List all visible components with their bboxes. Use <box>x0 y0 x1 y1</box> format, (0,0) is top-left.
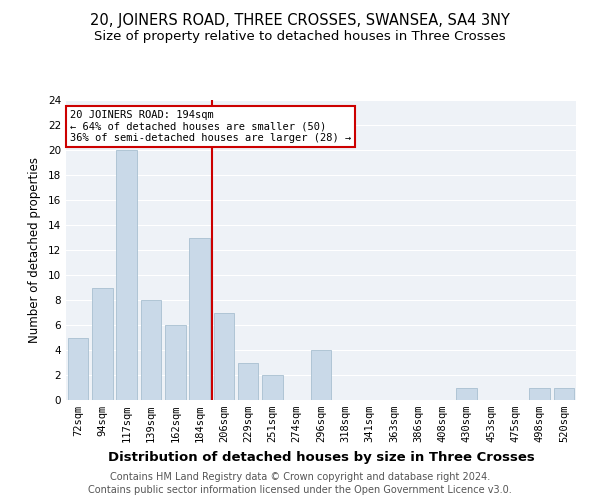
Bar <box>116 150 137 400</box>
Bar <box>214 312 234 400</box>
Text: Contains HM Land Registry data © Crown copyright and database right 2024.: Contains HM Land Registry data © Crown c… <box>110 472 490 482</box>
Bar <box>554 388 574 400</box>
Y-axis label: Number of detached properties: Number of detached properties <box>28 157 41 343</box>
X-axis label: Distribution of detached houses by size in Three Crosses: Distribution of detached houses by size … <box>107 450 535 464</box>
Bar <box>140 300 161 400</box>
Bar <box>457 388 477 400</box>
Text: Contains public sector information licensed under the Open Government Licence v3: Contains public sector information licen… <box>88 485 512 495</box>
Bar <box>92 288 113 400</box>
Bar <box>262 375 283 400</box>
Bar <box>165 325 185 400</box>
Bar <box>189 238 210 400</box>
Bar <box>311 350 331 400</box>
Bar <box>238 362 259 400</box>
Text: 20, JOINERS ROAD, THREE CROSSES, SWANSEA, SA4 3NY: 20, JOINERS ROAD, THREE CROSSES, SWANSEA… <box>90 12 510 28</box>
Bar <box>529 388 550 400</box>
Text: 20 JOINERS ROAD: 194sqm
← 64% of detached houses are smaller (50)
36% of semi-de: 20 JOINERS ROAD: 194sqm ← 64% of detache… <box>70 110 351 143</box>
Text: Size of property relative to detached houses in Three Crosses: Size of property relative to detached ho… <box>94 30 506 43</box>
Bar <box>68 338 88 400</box>
